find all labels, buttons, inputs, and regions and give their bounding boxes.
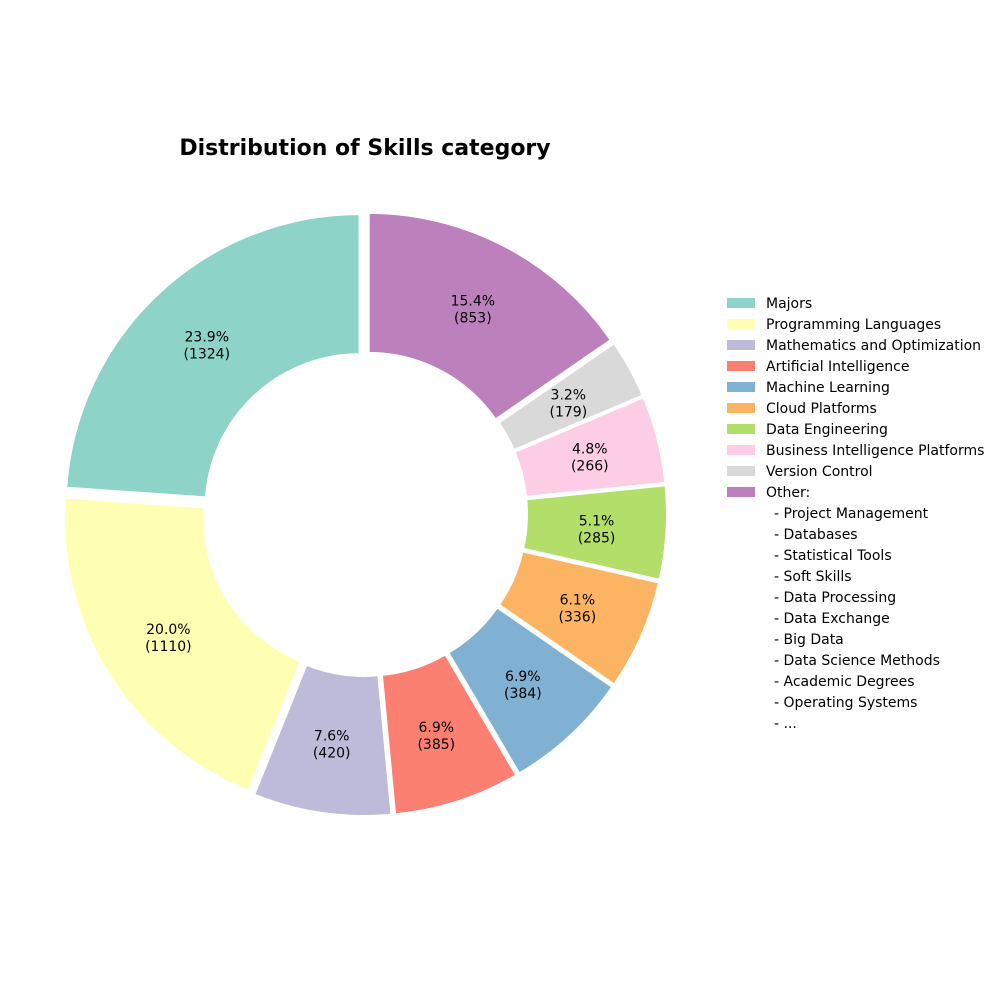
- slice-mathematics-and-optimization: [252, 663, 393, 817]
- legend-swatch: [727, 361, 755, 371]
- legend-swatch: [727, 319, 755, 329]
- slice-other: [367, 211, 613, 421]
- slice-programming-languages: [63, 496, 303, 793]
- slice-version-control: [497, 341, 645, 452]
- slice-value-label: 6.1% (336): [559, 592, 597, 625]
- legend-label: Mathematics and Optimization: [766, 338, 981, 354]
- legend-swatch: [727, 340, 755, 350]
- legend-other-item: - Data Processing: [774, 590, 896, 606]
- slice-artificial-intelligence: [380, 653, 518, 816]
- legend-swatch: [727, 487, 755, 497]
- slice-value-label: 3.2% (179): [550, 387, 588, 420]
- slice-value-label: 15.4% (853): [451, 294, 495, 327]
- legend-swatch: [727, 382, 755, 392]
- slice-value-label: 6.9% (384): [504, 669, 542, 702]
- slice-machine-learning: [447, 606, 614, 775]
- slice-value-label: 7.6% (420): [313, 729, 351, 762]
- legend-label: Cloud Platforms: [766, 401, 877, 417]
- legend-other-item: - Operating Systems: [774, 695, 917, 711]
- slice-value-label: 23.9% (1324): [183, 329, 230, 362]
- legend-other-item: - Databases: [774, 527, 858, 543]
- legend-other-item: - Academic Degrees: [774, 674, 915, 690]
- slices-group: [63, 211, 668, 817]
- legend-swatch: [727, 298, 755, 308]
- legend: Majors Programming Languages Mathematics a…: [727, 296, 984, 732]
- legend-other-item: - Statistical Tools: [774, 548, 892, 564]
- legend-other-item: - Data Science Methods: [774, 653, 940, 669]
- slice-labels-group: 23.9% (1324) 20.0% (1110) 7.6% (420) 6.9% (385)…: [145, 294, 615, 762]
- legend-label: Data Engineering: [766, 422, 888, 438]
- slice-value-label: 20.0% (1110): [145, 622, 192, 655]
- legend-swatch: [727, 466, 755, 476]
- legend-label: Business Intelligence Platforms: [766, 443, 984, 459]
- legend-label: Artificial Intelligence: [766, 359, 910, 375]
- slice-business-intelligence-platforms: [513, 396, 667, 498]
- legend-label: Machine Learning: [766, 380, 890, 396]
- legend-label: Programming Languages: [766, 317, 941, 333]
- legend-other-item: - Soft Skills: [774, 569, 852, 585]
- legend-other-item: - Big Data: [774, 632, 844, 648]
- legend-other-item: - Project Management: [774, 506, 929, 522]
- slice-majors: [65, 213, 361, 499]
- legend-label: Other:: [766, 485, 810, 501]
- legend-other-item: - Data Exchange: [774, 611, 890, 627]
- legend-label: Version Control: [766, 464, 873, 480]
- slice-value-label: 5.1% (285): [578, 513, 616, 546]
- legend-other-item: - ...: [774, 716, 797, 732]
- slice-value-label: 4.8% (266): [571, 442, 609, 475]
- slice-value-label: 6.9% (385): [417, 720, 455, 753]
- slice-data-engineering: [521, 484, 668, 581]
- chart-title: Distribution of Skills category: [179, 136, 550, 161]
- legend-swatch: [727, 445, 755, 455]
- legend-swatch: [727, 403, 755, 413]
- legend-swatch: [727, 424, 755, 434]
- slice-cloud-platforms: [497, 550, 661, 686]
- legend-label: Majors: [766, 296, 812, 312]
